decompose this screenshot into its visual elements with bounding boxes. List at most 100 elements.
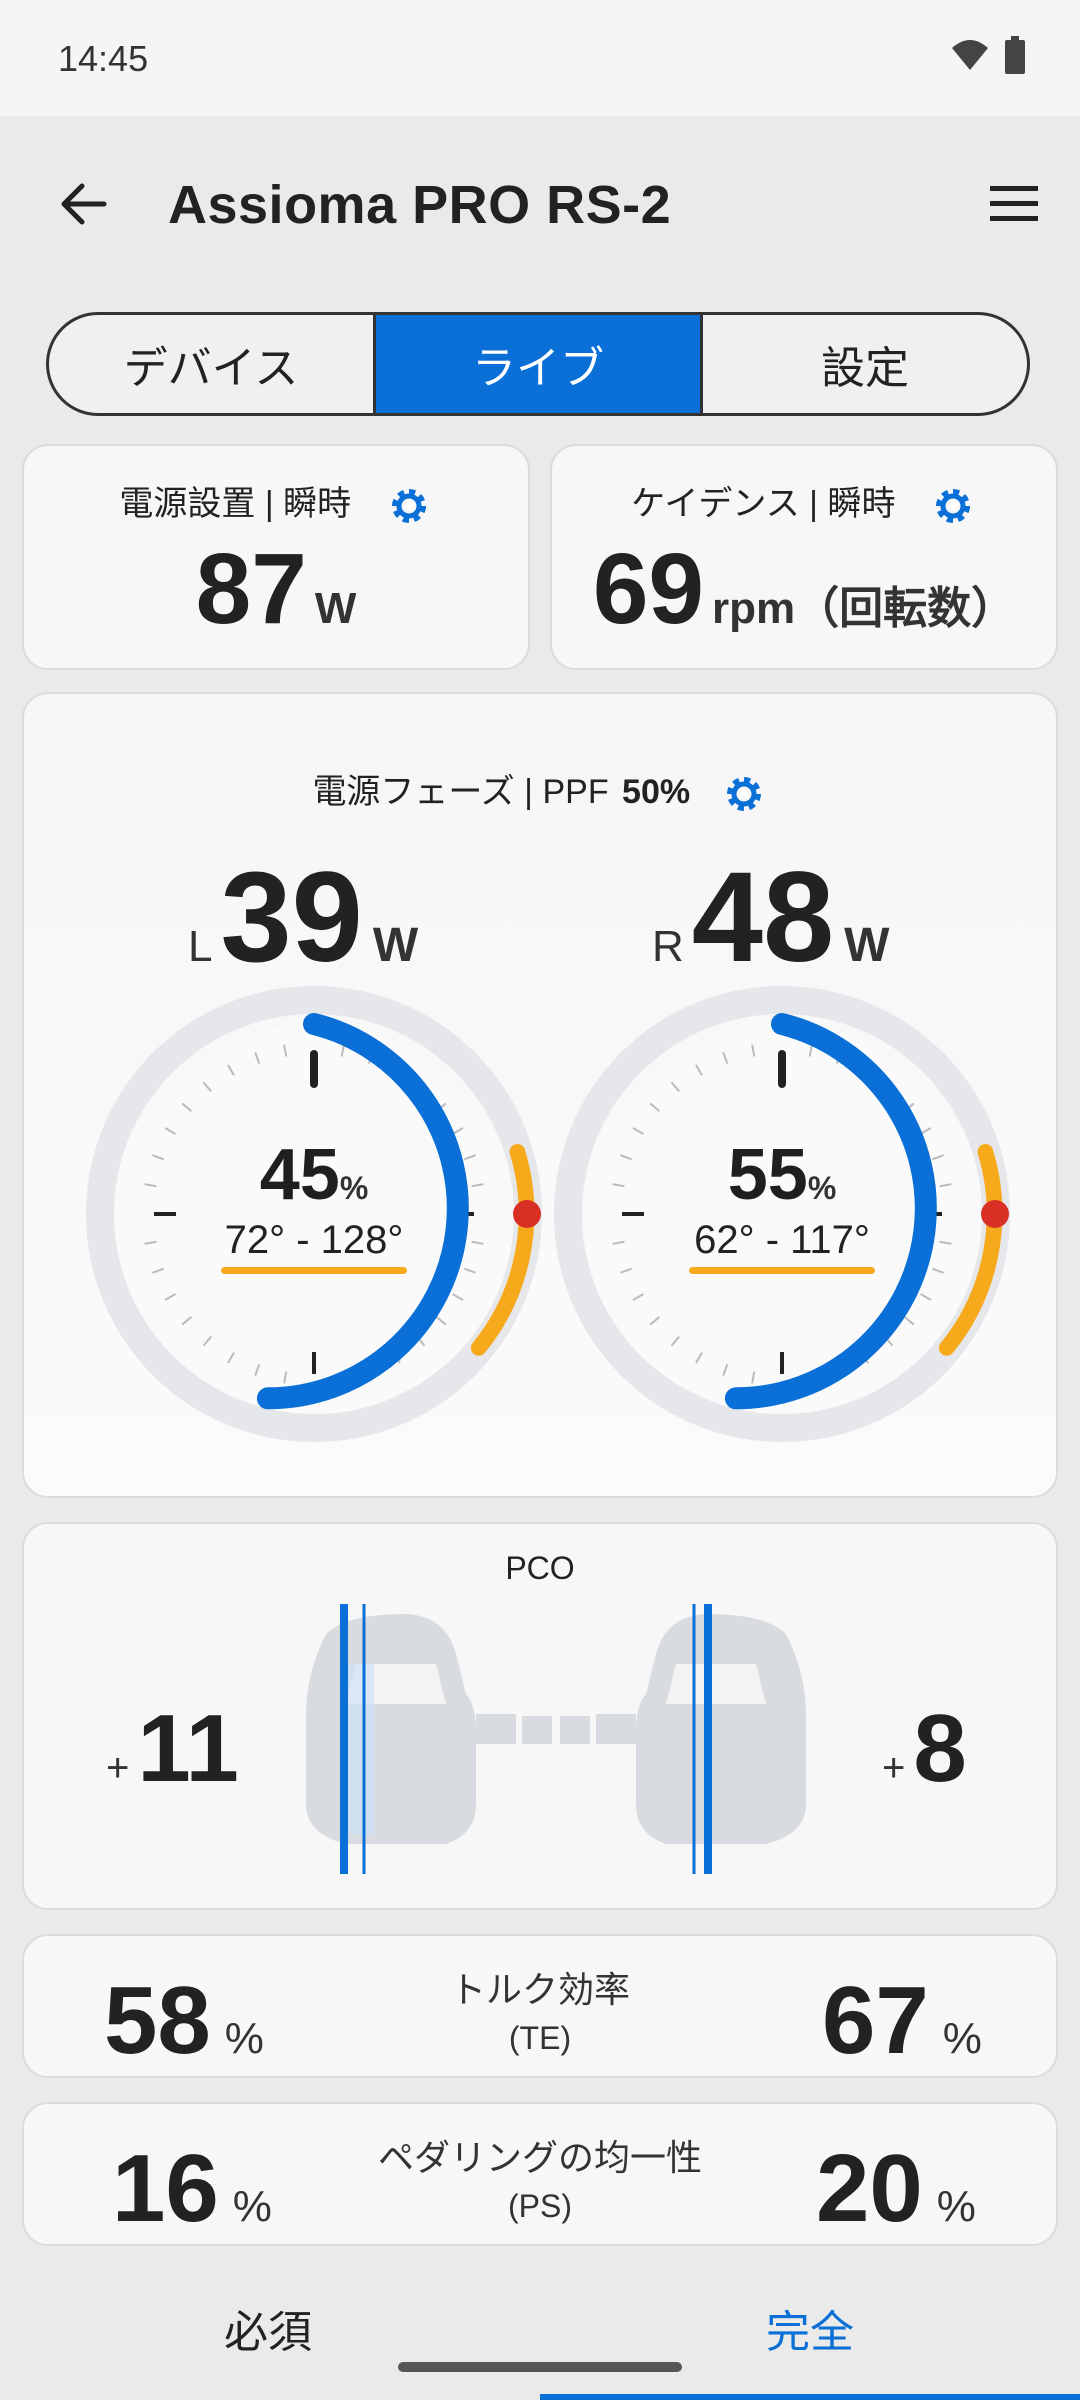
left-percent-unit: % [339, 1170, 369, 1206]
gauge-tick [620, 1154, 632, 1161]
back-arrow-icon[interactable] [56, 176, 112, 232]
ps-right-value: 20 [816, 2135, 923, 2242]
phase-settings-gear-icon[interactable] [720, 770, 768, 818]
ps-abbrev: (PS) [508, 2188, 572, 2224]
gauge-tick [722, 1364, 729, 1376]
gauge-tick [751, 1044, 756, 1057]
ppf-value: 50% [622, 773, 691, 811]
gauge-tick [632, 1127, 644, 1135]
right-watts: 48 [691, 846, 835, 989]
status-time: 14:45 [58, 38, 149, 79]
right-watts-unit: W [844, 919, 890, 972]
gauge-tick [939, 1240, 952, 1245]
cadence-value: 69 [592, 533, 705, 645]
gauge-tick [464, 1267, 476, 1274]
pco-label: PCO [505, 1550, 575, 1586]
ps-left-unit: % [232, 2182, 272, 2231]
power-phase-card: 電源フェーズ | PPF 50% L39 W R48 W 45% 72° - 128… [22, 692, 1058, 1498]
right-phase-gauge [554, 986, 1010, 1442]
left-side-label: L [188, 922, 213, 971]
right-range-underline [689, 1267, 875, 1274]
torque-effectiveness-card: 58% トルク効率 (TE) 67% [22, 1934, 1058, 2078]
gauge-tick [452, 1127, 464, 1135]
gauge-tick [202, 1335, 212, 1347]
gauge-tick [254, 1052, 261, 1064]
left-phase-gauge [86, 986, 542, 1442]
tab-live[interactable]: ライブ [376, 315, 703, 413]
right-power: R48 W [652, 844, 889, 991]
gauge-tick [144, 1240, 157, 1245]
gauge-tick [620, 1267, 632, 1274]
bottom-nav: 必須 完全 [0, 2264, 1080, 2400]
gauge-tick [227, 1352, 235, 1364]
gauge-tick [471, 1183, 484, 1188]
power-label: 電源設置 | 瞬時 [119, 485, 352, 523]
active-tab-indicator [540, 2394, 1080, 2400]
gauge-tick [632, 1293, 644, 1301]
cadence-unit: rpm（回転数） [712, 584, 1016, 633]
te-right-unit: % [942, 2014, 982, 2063]
te-left-value: 58 [104, 1967, 211, 2074]
pco-left-sign: + [106, 1746, 130, 1790]
app-bar: Assioma PRO RS-2 [0, 116, 1080, 294]
cadence-card: ケイデンス | 瞬時 69 rpm（回転数） [550, 444, 1058, 670]
gauge-tick [932, 1267, 944, 1274]
page-title: Assioma PRO RS-2 [168, 175, 672, 235]
gauge-tick [695, 1352, 703, 1364]
left-percent: 45 [259, 1135, 340, 1215]
pco-left: +11 [106, 1694, 239, 1804]
pco-left-value: 11 [137, 1695, 239, 1802]
right-gauge-center: 55% 62° - 117° [552, 1134, 1012, 1274]
gauge-tick [920, 1293, 932, 1301]
gauge-tick [452, 1293, 464, 1301]
hamburger-menu-icon[interactable] [988, 182, 1040, 226]
power-value: 87 [195, 533, 307, 645]
gauge-tick [695, 1064, 703, 1076]
gauge-tick [254, 1364, 261, 1376]
left-power: L39 W [188, 844, 418, 991]
power-unit: W [314, 584, 357, 633]
tab-device[interactable]: デバイス [49, 315, 376, 413]
gauge-tick [471, 1240, 484, 1245]
gauge-tick [903, 1316, 915, 1326]
gauge-tick [181, 1316, 193, 1326]
gauge-tick [612, 1240, 625, 1245]
gauge-tick [164, 1293, 176, 1301]
power-settings-gear-icon[interactable] [385, 482, 433, 530]
cadence-label: ケイデンス | 瞬時 [631, 485, 896, 523]
left-angle-range: 72° - 128° [224, 1218, 404, 1262]
pco-card: PCO +11 +8 [22, 1522, 1058, 1910]
phase-label: 電源フェーズ | PPF [312, 773, 609, 811]
left-gauge-center: 45% 72° - 128° [84, 1134, 544, 1274]
gauge-tick [152, 1154, 164, 1161]
gesture-handle[interactable] [398, 2362, 682, 2372]
gauge-tick [283, 1371, 288, 1384]
nav-essential[interactable]: 必須 [224, 2308, 312, 2357]
gauge-tick [722, 1052, 729, 1064]
gauge-tick [144, 1183, 157, 1188]
gauge-tick [464, 1154, 476, 1161]
tab-settings[interactable]: 設定 [821, 344, 909, 393]
te-label: トルク効率 [449, 1969, 630, 2010]
gauge-tick [649, 1102, 661, 1112]
segmented-tabs: デバイス ライブ 設定 [46, 312, 1030, 416]
gauge-tick [152, 1267, 164, 1274]
gauge-tick [920, 1127, 932, 1135]
gauge-tick [435, 1316, 447, 1326]
left-watts-unit: W [372, 919, 419, 972]
nav-full[interactable]: 完全 [766, 2308, 854, 2357]
cadence-settings-gear-icon[interactable] [929, 482, 977, 530]
gauge-tick [649, 1316, 661, 1326]
gauge-tick [670, 1081, 680, 1093]
gauge-tick [612, 1183, 625, 1188]
right-side-label: R [652, 922, 684, 971]
pco-right: +8 [882, 1694, 967, 1804]
gauge-tick [808, 1044, 813, 1057]
pco-right-value: 8 [913, 1695, 967, 1802]
power-card: 電源設置 | 瞬時 87 W [22, 444, 530, 670]
gauge-tick [932, 1154, 944, 1161]
status-bar: 14:45 [0, 0, 1080, 116]
left-watts: 39 [220, 846, 363, 989]
gauge-tick [751, 1371, 756, 1384]
te-left-unit: % [224, 2014, 264, 2063]
